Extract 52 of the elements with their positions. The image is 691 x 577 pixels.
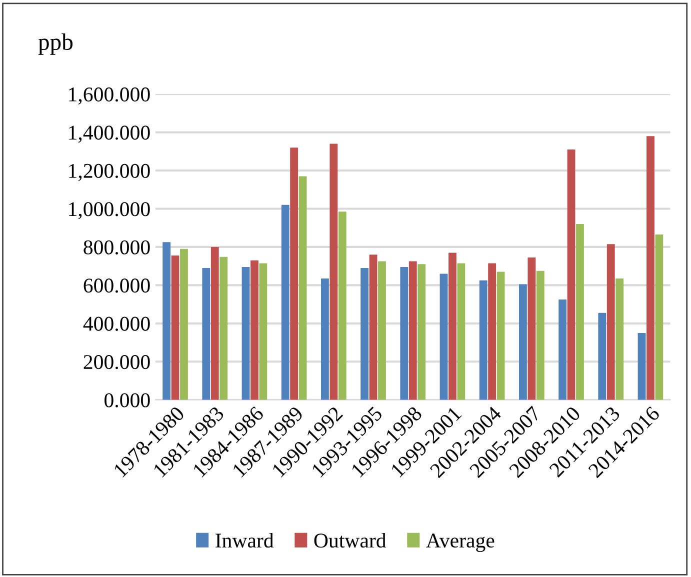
bar [400, 267, 408, 400]
bar [479, 280, 488, 400]
y-tick-label: 1,400.000 [69, 126, 150, 143]
bar [418, 264, 426, 400]
bar [616, 278, 624, 400]
bar [576, 224, 584, 400]
bar [180, 248, 188, 400]
bar [298, 176, 307, 400]
bar [290, 148, 298, 400]
bar [162, 242, 171, 400]
bar [598, 312, 606, 400]
y-tick-label: 600.000 [84, 278, 150, 293]
bar [457, 263, 466, 400]
bar [259, 263, 268, 400]
bar [321, 278, 329, 400]
bar [202, 268, 210, 400]
bar [242, 267, 250, 400]
y-tick-label: 1,000.000 [69, 202, 150, 220]
bar [448, 252, 456, 400]
y-axis-title: ppb [38, 33, 73, 55]
bar [528, 257, 536, 400]
y-tick-label: 200.000 [84, 355, 150, 370]
bar [496, 272, 505, 400]
bar [250, 260, 258, 400]
legend-label: Average [426, 534, 494, 552]
bar [210, 246, 219, 400]
bar [655, 234, 664, 400]
bar [330, 144, 338, 400]
y-tick-label: 1,200.000 [69, 164, 150, 181]
bar [519, 284, 527, 400]
bar [440, 274, 448, 400]
bar [558, 300, 567, 400]
bar [378, 261, 386, 400]
bar [567, 149, 576, 400]
bar [338, 212, 346, 400]
y-tick-label: 0.000 [104, 393, 150, 408]
bar [281, 204, 290, 400]
bar [606, 244, 615, 400]
bar [488, 263, 496, 400]
bar [536, 270, 544, 400]
y-tick-label: 1,600.000 [69, 87, 150, 104]
y-tick-label: 400.000 [83, 316, 150, 331]
bar [360, 268, 369, 400]
legend-label: Outward [314, 532, 386, 548]
legend-label: Inward [216, 532, 274, 548]
bar [171, 256, 180, 400]
bar [369, 254, 378, 400]
bar [220, 256, 228, 400]
y-tick-label: 800.000 [84, 240, 150, 254]
bar [408, 261, 417, 400]
bar [638, 332, 646, 400]
bar [646, 136, 654, 400]
